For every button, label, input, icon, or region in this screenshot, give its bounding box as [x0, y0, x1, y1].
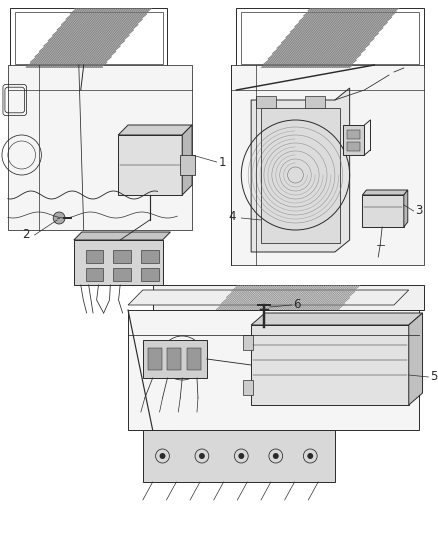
Polygon shape [128, 290, 409, 305]
Polygon shape [182, 125, 192, 195]
Circle shape [53, 212, 65, 224]
Bar [187, 348, 201, 370]
Bar [113, 268, 131, 281]
Bar [261, 108, 340, 243]
Polygon shape [118, 125, 192, 135]
Bar [343, 125, 364, 155]
Bar [143, 340, 207, 378]
Bar [86, 268, 103, 281]
Circle shape [273, 453, 279, 459]
Bar [118, 135, 182, 195]
Text: 6: 6 [293, 298, 301, 311]
Bar [74, 240, 162, 285]
Text: 5: 5 [431, 370, 438, 384]
Bar [113, 250, 131, 263]
Circle shape [238, 453, 244, 459]
Text: 2: 2 [21, 229, 29, 241]
Text: 3: 3 [416, 205, 423, 217]
Polygon shape [409, 313, 423, 405]
Text: 4: 4 [229, 209, 236, 222]
Bar [143, 430, 335, 482]
Bar [243, 380, 253, 395]
Bar [167, 348, 181, 370]
Bar [305, 96, 325, 108]
Circle shape [159, 453, 166, 459]
Bar [251, 325, 409, 405]
Bar [347, 130, 360, 139]
Bar [141, 268, 159, 281]
Polygon shape [251, 88, 350, 252]
Bar [347, 142, 360, 151]
Polygon shape [363, 190, 408, 195]
Bar [15, 12, 162, 64]
Text: 1: 1 [219, 156, 226, 168]
Bar [180, 155, 195, 175]
Bar [86, 250, 103, 263]
Bar [241, 12, 419, 64]
Circle shape [199, 453, 205, 459]
Circle shape [307, 453, 313, 459]
Bar [363, 195, 404, 227]
Polygon shape [404, 190, 408, 227]
Polygon shape [74, 232, 170, 240]
Bar [148, 348, 162, 370]
Bar [10, 8, 167, 68]
Polygon shape [153, 285, 424, 310]
Bar [237, 8, 424, 68]
Polygon shape [231, 65, 424, 265]
Bar [128, 310, 419, 430]
Bar [243, 335, 253, 350]
Polygon shape [8, 65, 192, 230]
Bar [256, 96, 276, 108]
Polygon shape [251, 313, 423, 325]
Bar [141, 250, 159, 263]
